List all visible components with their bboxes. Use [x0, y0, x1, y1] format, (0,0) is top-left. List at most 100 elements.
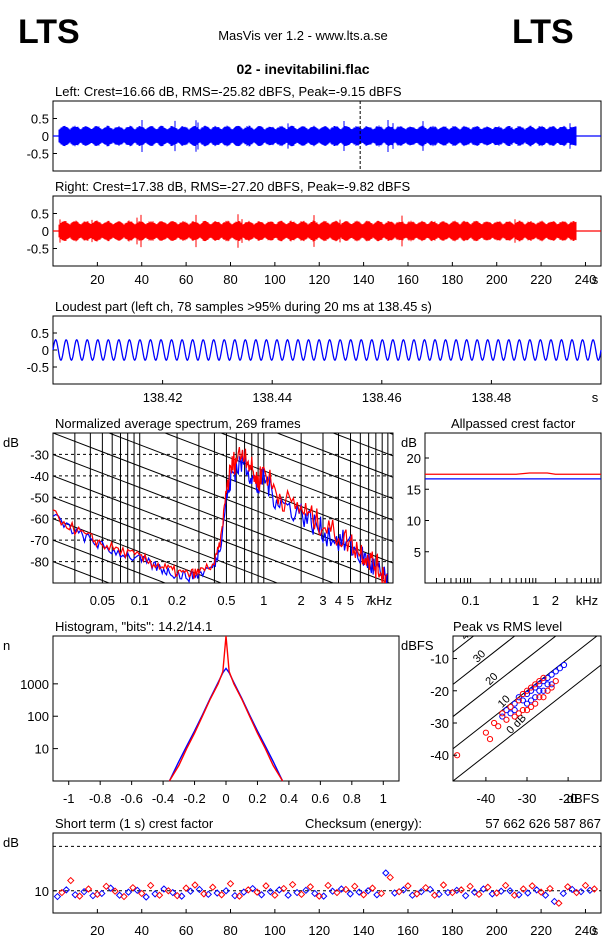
xtick-label: 138.48	[472, 390, 512, 405]
ytick-label: -0.5	[27, 242, 49, 257]
x-unit-label: kHz	[576, 593, 598, 608]
pvr-point-right	[523, 687, 531, 694]
pvr-point-left	[519, 697, 526, 704]
spectrum-slope-line	[53, 539, 167, 583]
crest-point-left	[382, 869, 390, 877]
pvr-point-right	[540, 674, 547, 681]
ytick-label: -30	[30, 447, 49, 462]
xtick-label: 60	[179, 923, 193, 938]
crest-point-right	[590, 885, 599, 893]
crest-point-left	[532, 886, 541, 894]
pvr-point-left	[507, 710, 514, 717]
crest-point-left	[115, 891, 124, 899]
ytick-label: 0.5	[31, 112, 49, 127]
crest-point-left	[515, 891, 523, 899]
pvr-point-left	[548, 671, 555, 678]
pvr-point-left	[548, 681, 555, 688]
xtick-label: 138.42	[143, 390, 183, 405]
crest-point-left	[186, 887, 195, 895]
crest-point-left	[328, 887, 337, 895]
pvr-point-right	[532, 700, 539, 707]
spectrum-slope-line	[53, 626, 393, 756]
left-waveform-panel: Left: Crest=16.66 dB, RMS=-25.82 dBFS, P…	[27, 84, 602, 172]
pvr-point-right	[482, 729, 489, 736]
histogram-panel: Histogram, "bits": 14.2/14.1n100010010-1…	[3, 619, 400, 806]
pvr-point-right	[528, 684, 535, 691]
pvr-point-left	[532, 684, 539, 691]
crest-point-right	[102, 882, 110, 891]
histogram-series-right	[168, 635, 284, 782]
xtick-label: 138.44	[252, 390, 292, 405]
xtick-label: 200	[486, 923, 508, 938]
ytick-label: 0	[42, 343, 49, 358]
pvr-point-right	[540, 694, 547, 701]
xtick-label: 0.4	[280, 791, 298, 806]
xtick-label: 180	[442, 923, 464, 938]
panel-title: Short term (1 s) crest factor	[55, 816, 214, 831]
pvr-point-right	[544, 687, 551, 694]
crest-point-right	[67, 876, 75, 885]
short-term-crest-panel: Short term (1 s) crest factor Checksum (e…	[3, 816, 602, 938]
pvr-point-left	[552, 668, 559, 675]
crest-point-left	[541, 891, 550, 899]
ytick-label: 0	[42, 129, 49, 144]
pvr-point-left	[523, 700, 531, 707]
pvr-point-left	[540, 687, 547, 694]
ytick-label: 10	[407, 514, 421, 529]
crest-point-left	[266, 887, 275, 896]
crest-point-right	[368, 884, 377, 892]
crest-point-right	[439, 881, 448, 889]
crest-point-right	[404, 882, 412, 890]
crest-point-right	[288, 880, 297, 889]
spectrum-slope-line	[163, 433, 393, 521]
spectrum-slope-line	[53, 496, 279, 583]
logo-right: LTS	[512, 13, 574, 51]
crest-point-left	[337, 885, 346, 893]
xtick-label: 100	[264, 272, 286, 287]
pvr-point-right	[548, 684, 555, 691]
crest-point-right	[58, 888, 66, 897]
crest-point-right	[226, 879, 235, 888]
xtick-label: -20	[559, 791, 578, 806]
pvr-point-right	[536, 694, 543, 701]
panel-title: Allpassed crest factor	[451, 416, 576, 431]
ytick-label: -50	[30, 490, 49, 505]
ytick-label: 100	[27, 709, 49, 724]
crest-point-left	[133, 886, 142, 895]
spectrum-plot-area	[53, 433, 393, 756]
crest-point-right	[555, 899, 563, 907]
xtick-label: 0.6	[311, 791, 329, 806]
x-unit-label: kHz	[370, 593, 392, 608]
crest-point-right	[297, 890, 306, 899]
spectrum-slope-line	[107, 433, 393, 543]
ytick-label: -80	[30, 555, 49, 570]
pvr-point-right	[519, 690, 526, 698]
crest-point-right	[430, 891, 439, 899]
pvr-point-right	[499, 710, 506, 717]
crest-point-right	[466, 882, 474, 891]
xtick-label: 1	[380, 791, 387, 806]
ytick-label: 5	[414, 545, 421, 560]
sine-trace	[52, 338, 602, 362]
x-unit-label: s	[592, 272, 599, 287]
crest-point-right	[475, 890, 483, 899]
crest-point-left	[461, 891, 470, 900]
xtick-label: 160	[397, 923, 419, 938]
spectrum-slope-line	[331, 433, 393, 457]
xtick-label: 4	[335, 593, 342, 608]
x-unit-label: dBFS	[567, 791, 600, 806]
xtick-label: 140	[353, 272, 375, 287]
crest-point-right	[537, 888, 545, 896]
x-unit-label: s	[592, 390, 599, 405]
crest-point-right	[146, 881, 155, 890]
xtick-label: 60	[179, 272, 193, 287]
ytick-label: -70	[30, 533, 49, 548]
loudest-part-panel: Loudest part (left ch, 78 samples >95% d…	[27, 299, 602, 405]
pvr-point-left	[536, 681, 543, 688]
panel-title: Normalized average spectrum, 269 frames	[55, 416, 301, 431]
crest-point-left	[470, 888, 479, 896]
pvr-diagonal-label: 20	[483, 671, 500, 688]
crest-point-left	[435, 890, 443, 899]
pvr-point-left	[515, 694, 522, 701]
